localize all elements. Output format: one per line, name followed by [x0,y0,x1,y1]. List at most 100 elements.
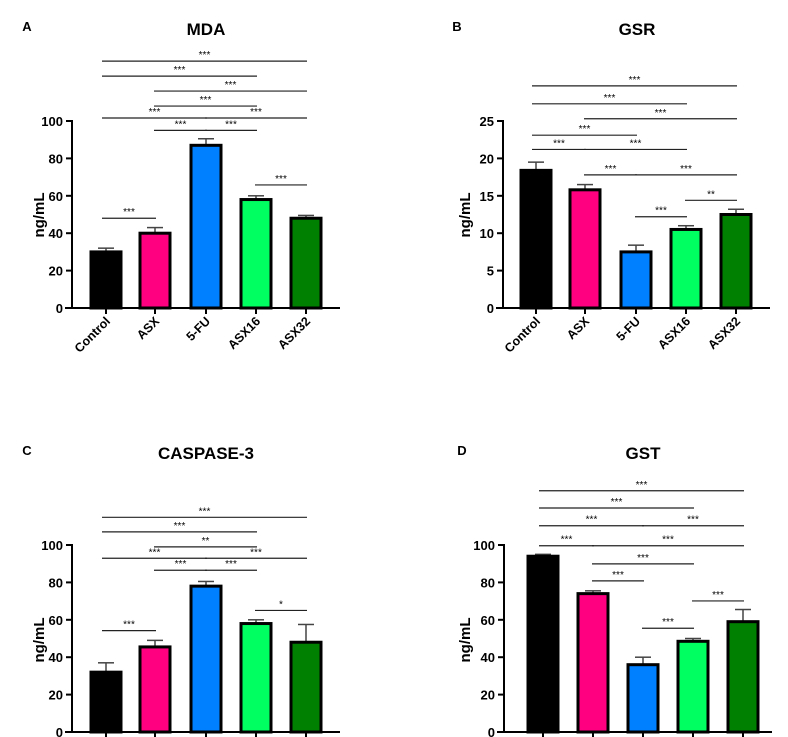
significance-label: *** [225,559,237,570]
bar [289,216,323,310]
significance-label: *** [636,480,648,491]
significance-label: *** [629,75,641,86]
panel-letter: C [22,443,32,458]
y-tick-label: 100 [473,538,495,553]
y-axis-label: ng/mL [457,193,474,238]
y-tick-label: 20 [480,151,494,166]
significance-label: ** [707,189,715,200]
significance-label: *** [200,95,212,106]
bar [519,168,553,310]
significance-label: *** [149,107,161,118]
panel-a: A MDA ng/mL 0 20 40 60 80 100 Control ASX 5-FU ASX16… [22,19,340,356]
panel-letter: A [22,19,32,34]
significance-label: *** [123,620,135,631]
y-axis-label: ng/mL [31,618,48,663]
y-tick-label: 0 [56,301,63,316]
significance-label: *** [662,617,674,628]
bar [89,670,123,734]
y-tick-label: 10 [480,226,494,241]
y-tick-label: 80 [49,151,63,166]
x-tick-label: 5-FU [614,314,644,344]
chart-title: MDA [187,20,226,39]
significance-label: *** [553,138,565,149]
bar [138,645,172,734]
y-tick-label: 100 [41,114,63,129]
significance-label: *** [225,80,237,91]
panel-d: D GST ng/mL 0 20 40 60 80 100 *** *** *** *** *** *** *… [457,443,772,737]
significance-label: *** [174,65,186,76]
significance-label: *** [655,206,667,217]
significance-label: *** [199,506,211,517]
bar [619,250,653,310]
y-tick-label: 40 [49,650,63,665]
significance-label: *** [605,164,617,175]
y-tick-label: 20 [49,264,63,279]
y-axis-label: ng/mL [457,618,474,663]
x-tick-label: Control [502,314,543,355]
x-tick-label: ASX [134,314,163,343]
y-tick-label: 20 [49,688,63,703]
chart-title: GST [626,444,662,463]
bar [568,188,602,310]
significance-label: *** [637,553,649,564]
y-tick-label: 40 [481,650,495,665]
significance-label: *** [149,547,161,558]
x-tick-label: ASX32 [705,314,743,352]
significance-label: *** [612,570,624,581]
chart-title: GSR [619,20,656,39]
significance-label: *** [175,119,187,130]
bar [669,227,703,310]
bar [189,143,223,310]
significance-label: *** [604,93,616,104]
significance-label: *** [275,174,287,185]
y-tick-label: 0 [56,725,63,737]
bar [89,250,123,310]
significance-label: *** [611,497,623,508]
bar [576,592,610,734]
bar [726,620,760,734]
significance-label: *** [250,547,262,558]
x-tick-label: ASX16 [655,314,693,352]
significance-label: * [279,599,283,610]
panel-b: B GSR ng/mL 0 5 10 15 20 25 Control ASX 5-FU ASX16 AS… [452,19,770,356]
significance-label: *** [662,535,674,546]
panel-letter: B [452,19,461,34]
y-tick-label: 0 [488,725,495,737]
bar [189,584,223,734]
x-tick-label: ASX32 [275,314,313,352]
y-tick-label: 80 [49,575,63,590]
significance-label: ** [202,536,210,547]
significance-label: *** [579,124,591,135]
y-tick-label: 0 [487,301,494,316]
significance-label: *** [680,164,692,175]
significance-label: *** [630,138,642,149]
y-tick-label: 80 [481,575,495,590]
significance-label: *** [655,108,667,119]
y-tick-label: 15 [480,189,494,204]
bar [239,622,273,734]
y-tick-label: 60 [49,613,63,628]
significance-label: *** [687,515,699,526]
y-tick-label: 40 [49,226,63,241]
x-tick-label: Control [72,314,113,355]
bar [626,663,660,734]
bar [138,231,172,310]
chart-title: CASPASE-3 [158,444,254,463]
bar [526,554,560,734]
significance-label: *** [174,521,186,532]
significance-label: *** [199,50,211,61]
bar [239,198,273,310]
x-tick-label: 5-FU [184,314,214,344]
significance-label: *** [712,590,724,601]
panel-letter: D [457,443,466,458]
significance-label: *** [225,119,237,130]
y-tick-label: 100 [41,538,63,553]
x-tick-label: ASX [564,314,593,343]
y-axis-label: ng/mL [31,193,48,238]
y-tick-label: 20 [481,688,495,703]
significance-label: *** [123,207,135,218]
significance-label: *** [175,559,187,570]
significance-label: *** [561,535,573,546]
